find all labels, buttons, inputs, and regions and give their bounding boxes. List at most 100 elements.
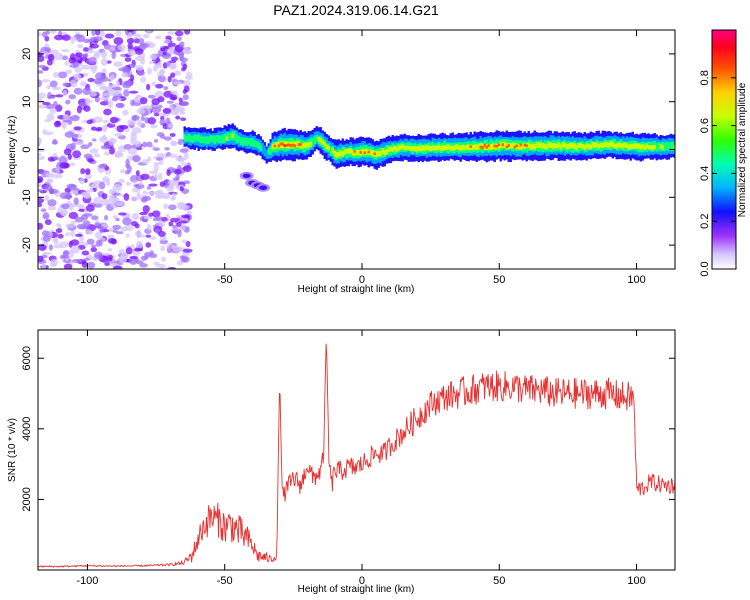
heatmap-ridge-cell — [599, 142, 602, 148]
heatmap-ridge-cell — [397, 145, 400, 151]
heatmap-noise-blob — [48, 244, 54, 251]
heatmap-noise-blob — [76, 34, 86, 43]
heatmap-noise-blob — [130, 196, 138, 202]
heatmap-noise-blob — [135, 260, 144, 265]
heatmap-noise-blob — [169, 62, 176, 69]
heatmap-noise-blob — [111, 86, 122, 91]
heatmap-noise-blob — [50, 30, 57, 34]
heatmap-noise-blob — [95, 240, 101, 248]
heatmap-ridge-cell — [353, 150, 356, 156]
heatmap-noise-blob — [151, 106, 162, 114]
heatmap-noise-blob — [84, 192, 91, 199]
heatmap-noise-blob — [44, 195, 50, 202]
heatmap-noise-blob — [118, 178, 125, 184]
heatmap-ridge-cell — [487, 144, 490, 150]
heatmap-ridge-cell — [579, 142, 582, 149]
heatmap-noise-blob — [153, 173, 159, 179]
heatmap-ridge-cell — [549, 142, 552, 149]
heatmap-noise-blob — [112, 229, 118, 233]
heatmap-noise-blob — [154, 90, 164, 98]
heatmap-noise-blob — [64, 60, 69, 66]
heatmap-ridge-cell — [413, 146, 416, 152]
heatmap-ridge-cell — [243, 137, 246, 145]
heatmap-noise-blob — [47, 206, 57, 211]
heatmap-ridge-cell — [649, 145, 652, 150]
heatmap-noise-blob — [142, 195, 152, 202]
heatmap-ridge-cell — [459, 145, 462, 151]
heatmap-noise-blob — [38, 137, 41, 146]
heatmap-side-core — [242, 173, 251, 178]
heatmap-ridge-cell — [581, 143, 584, 149]
heatmap-noise-blob — [179, 186, 184, 192]
heatmap-ridge-cell — [269, 146, 272, 155]
heatmap-ridge-cell — [267, 147, 270, 155]
heatmap-noise-blob — [72, 150, 82, 159]
heatmap-noise-blob — [68, 57, 76, 64]
y-tick-label: 6000 — [21, 346, 33, 370]
heatmap-noise-blob — [73, 197, 79, 205]
heatmap-noise-blob — [73, 134, 79, 138]
heatmap-ridge-cell — [553, 143, 556, 149]
heatmap-ridge-cell — [661, 145, 664, 150]
heatmap-noise-blob — [70, 220, 77, 224]
heatmap-ridge-cell — [289, 144, 292, 148]
heatmap-ridge-cell — [527, 142, 530, 149]
heatmap-noise-blob — [100, 58, 108, 66]
heatmap-noise-blob — [160, 245, 165, 252]
heatmap-noise-blob — [77, 44, 84, 49]
colorbar-tick-label: 0.6 — [699, 118, 711, 133]
x-tick-label: 50 — [493, 274, 505, 286]
heatmap-noise-blob — [83, 47, 89, 52]
heatmap-ridge-cell — [329, 146, 332, 156]
heatmap-noise-blob — [181, 67, 186, 72]
heatmap-noise-blob — [180, 205, 191, 210]
heatmap-ridge — [183, 123, 675, 170]
heatmap-noise-blob — [38, 55, 45, 63]
heatmap-noise-blob — [54, 104, 63, 112]
heatmap-ridge-cell — [307, 142, 310, 148]
heatmap-ridge-cell — [321, 139, 324, 145]
heatmap-noise-blob — [38, 92, 46, 99]
heatmap-noise-blob — [101, 193, 108, 200]
heatmap-noise-blob — [38, 244, 47, 251]
heatmap-ridge-cell — [569, 142, 572, 149]
heatmap-ridge-cell — [567, 143, 570, 149]
snr-series-line — [38, 343, 675, 568]
heatmap-noise-blob — [51, 86, 62, 91]
heatmap-ridge-cell — [479, 145, 482, 149]
heatmap-noise-blob — [172, 230, 179, 234]
heatmap-noise-blob — [74, 141, 84, 145]
heatmap-ridge-cell — [635, 143, 638, 149]
heatmap-ridge-cell — [531, 143, 534, 150]
heatmap-noise-blob — [42, 235, 51, 242]
heatmap-noise-blob — [60, 48, 70, 53]
heatmap-noise-blob — [44, 219, 52, 226]
heatmap-ridge-cell — [519, 144, 522, 150]
heatmap-noise-blob — [86, 189, 95, 193]
heatmap-ridge-cell — [343, 149, 346, 155]
heatmap-noise-blob — [136, 70, 145, 76]
heatmap-ridge-cell — [391, 147, 394, 152]
heatmap-ridge-cell — [481, 143, 484, 149]
heatmap-noise-blob — [118, 255, 127, 264]
heatmap-ridge-cell — [501, 143, 504, 147]
heatmap-ridge-cell — [587, 143, 590, 149]
heatmap-ridge-cell — [365, 148, 368, 155]
heatmap-ridge-cell — [231, 133, 234, 138]
heatmap-noise-blob — [111, 51, 117, 60]
heatmap-noise-blob — [62, 114, 70, 120]
heatmap-ridge-cell — [367, 150, 370, 154]
heatmap-noise-blob — [183, 152, 189, 160]
heatmap-noise-blob — [61, 203, 71, 210]
heatmap-ridge-cell — [361, 148, 364, 155]
heatmap-noise-blob — [95, 30, 101, 36]
heatmap-ridge-cell — [505, 145, 508, 149]
heatmap-ridge-cell — [585, 143, 588, 149]
heatmap-ridge-cell — [353, 150, 356, 153]
heatmap-noise-blob — [38, 152, 42, 157]
heatmap-ridge-cell — [455, 144, 458, 150]
heatmap-noise-blob — [132, 180, 138, 184]
heatmap-ridge-cell — [195, 134, 198, 142]
heatmap-noise-blob — [170, 90, 178, 95]
heatmap-side-core — [259, 185, 268, 190]
